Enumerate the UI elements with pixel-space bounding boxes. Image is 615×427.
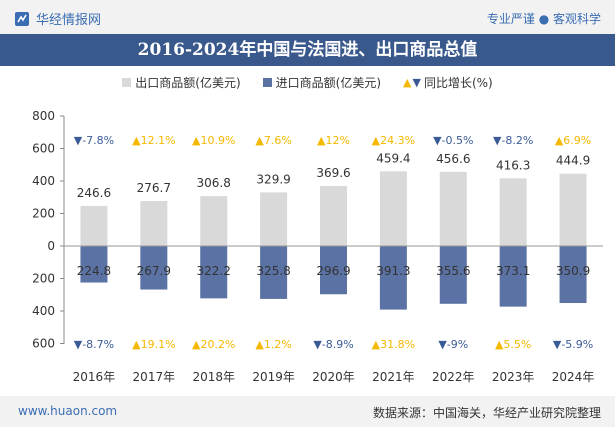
down-triangle-icon: ▼: [412, 75, 421, 89]
import-growth-label: ▲31.8%: [372, 338, 415, 351]
x-category-label: 2018年: [192, 370, 235, 384]
import-growth-label: ▼-5.9%: [553, 338, 593, 351]
x-category-label: 2016年: [73, 370, 116, 384]
logo-icon: [15, 11, 29, 26]
import-bar: [200, 246, 228, 299]
export-value-label: 246.6: [77, 186, 111, 200]
x-category-label: 2024年: [552, 370, 595, 384]
import-value-label: 355.6: [436, 264, 470, 278]
export-growth-label: ▲12%: [317, 134, 350, 147]
import-growth-label: ▲1.2%: [255, 338, 291, 351]
import-value-label: 350.9: [556, 264, 590, 278]
import-growth-label: ▼-8.9%: [313, 338, 353, 351]
import-growth-label: ▲5.5%: [495, 338, 531, 351]
import-growth-label: ▲19.1%: [132, 338, 175, 351]
import-value-label: 224.8: [77, 264, 111, 278]
import-growth-label: ▼-8.7%: [74, 338, 114, 351]
y-tick-label: 400: [32, 174, 55, 188]
import-bar: [80, 246, 108, 283]
logo-text: 华经情报网: [36, 13, 102, 28]
y-tick-label: 200: [32, 272, 55, 286]
top-bar: 华经情报网 专业严谨 ● 客观科学: [0, 0, 615, 34]
import-value-label: 373.1: [496, 264, 530, 278]
export-value-label: 459.4: [376, 151, 410, 165]
export-bar: [320, 185, 347, 246]
export-growth-label: ▼-0.5%: [433, 134, 473, 147]
export-growth-label: ▼-8.2%: [493, 134, 533, 147]
export-value-label: 276.7: [137, 181, 171, 195]
export-value-label: 456.6: [436, 152, 470, 166]
export-bar: [80, 205, 108, 246]
export-growth-label: ▲12.1%: [132, 134, 175, 147]
import-growth-label: ▼-9%: [438, 338, 468, 351]
legend-export: 出口商品额(亿美元): [122, 74, 241, 91]
export-swatch: [122, 77, 132, 87]
brand-logo[interactable]: 华经情报网: [14, 9, 101, 28]
data-source: 数据来源：中国海关，华经产业研究院整理: [372, 406, 601, 420]
export-value-label: 306.8: [197, 176, 231, 190]
y-tick-label: 600: [32, 142, 55, 156]
import-bar: [260, 246, 288, 299]
import-bar: [140, 246, 168, 290]
title-bar: 2016-2024年中国与法国进、出口商品总值: [0, 34, 615, 66]
legend-growth: ▲ ▼ 同比增长(%): [403, 74, 493, 91]
legend-export-label: 出口商品额(亿美元): [135, 75, 241, 90]
export-value-label: 444.9: [556, 154, 590, 168]
import-growth-label: ▲20.2%: [192, 338, 235, 351]
export-growth-label: ▲24.3%: [372, 134, 415, 147]
import-bar: [439, 246, 467, 304]
legend-import-label: 进口商品额(亿美元): [275, 75, 382, 90]
export-bar: [559, 173, 587, 246]
import-value-label: 325.8: [256, 264, 290, 278]
export-value-label: 329.9: [256, 172, 290, 186]
import-bar: [559, 246, 587, 304]
export-bar: [499, 178, 527, 246]
import-value-label: 322.2: [197, 264, 231, 278]
legend: 出口商品额(亿美元) 进口商品额(亿美元) ▲ ▼ 同比增长(%): [0, 72, 615, 92]
export-growth-label: ▲6.9%: [555, 134, 591, 147]
y-tick-label: 800: [32, 109, 55, 123]
import-bar: [320, 246, 347, 295]
export-bar: [379, 171, 407, 246]
up-triangle-icon: ▲: [403, 75, 412, 89]
x-category-label: 2021年: [372, 370, 415, 384]
footer: www.huaon.com 数据来源：中国海关，华经产业研究院整理: [0, 396, 615, 427]
site-link[interactable]: www.huaon.com: [18, 404, 118, 418]
y-tick-label: 600: [32, 337, 55, 351]
legend-import: 进口商品额(亿美元): [262, 74, 382, 91]
export-bar: [439, 171, 467, 246]
import-value-label: 391.3: [376, 264, 410, 278]
legend-growth-label: 同比增长(%): [423, 75, 493, 90]
export-growth-label: ▼-7.8%: [74, 134, 114, 147]
export-growth-label: ▲7.6%: [255, 134, 291, 147]
export-value-label: 369.6: [316, 166, 350, 180]
chart-title: 2016-2024年中国与法国进、出口商品总值: [137, 40, 478, 60]
y-tick-label: 0: [47, 239, 55, 253]
import-bar: [499, 246, 527, 307]
export-value-label: 416.3: [496, 158, 530, 172]
x-category-label: 2022年: [432, 370, 475, 384]
x-category-label: 2019年: [252, 370, 295, 384]
import-value-label: 267.9: [137, 264, 171, 278]
x-category-label: 2017年: [133, 370, 176, 384]
tagline: 专业严谨 ● 客观科学: [486, 12, 601, 26]
import-bar: [379, 246, 407, 310]
x-category-label: 2023年: [492, 370, 535, 384]
export-bar: [260, 192, 288, 246]
export-bar: [140, 201, 168, 246]
export-bar: [200, 196, 228, 246]
import-swatch: [262, 77, 272, 87]
y-tick-label: 200: [32, 207, 55, 221]
y-tick-label: 400: [32, 304, 55, 318]
export-growth-label: ▲10.9%: [192, 134, 235, 147]
import-value-label: 296.9: [316, 264, 350, 278]
x-category-label: 2020年: [312, 370, 355, 384]
